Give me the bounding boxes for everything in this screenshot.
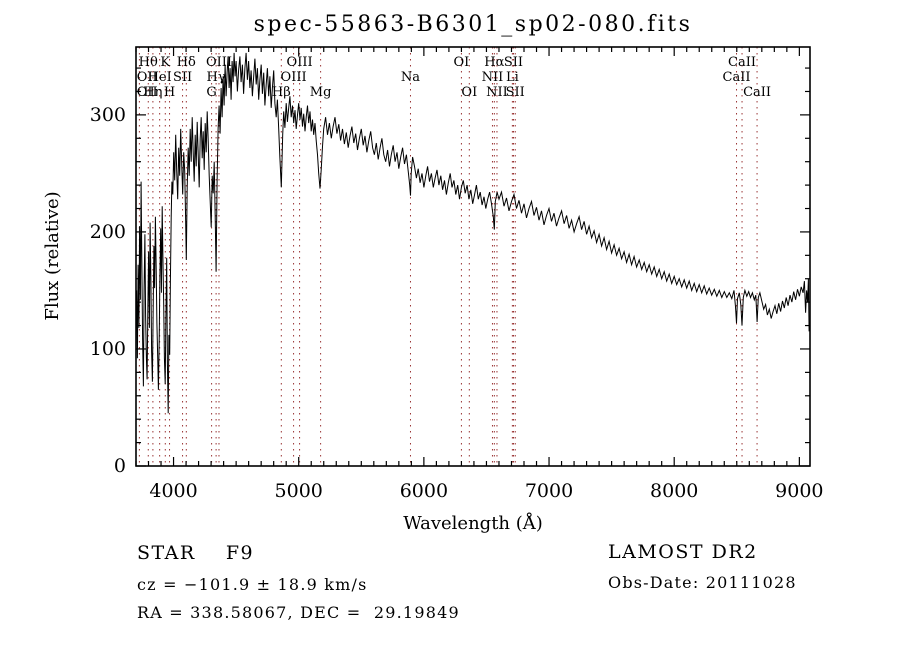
spectrum-path	[136, 52, 810, 414]
spectral-line-label: CaII	[723, 70, 751, 85]
spectral-line-label: OII	[137, 85, 158, 100]
spectral-line-label: Hη	[143, 85, 162, 100]
cz-text: cz = −101.9 ± 18.9 km/s	[137, 575, 368, 594]
plot-frame	[135, 46, 811, 467]
spectral-line-label: G	[206, 85, 216, 100]
spectral-line-label: HeI	[148, 70, 172, 85]
spectral-line-label: OI	[454, 55, 470, 70]
x-tick-label: 8000	[650, 480, 698, 502]
spectral-line-label: OIII	[287, 55, 313, 70]
survey-text: LAMOST DR2	[608, 541, 758, 563]
x-tick-label: 9000	[775, 480, 823, 502]
spectral-line-label: K	[160, 55, 170, 70]
ra-dec-text: RA = 338.58067, DEC = 29.19849	[137, 603, 460, 622]
spectral-line-label: Mg	[310, 85, 332, 100]
x-tick-label: 4000	[149, 480, 197, 502]
spectral-line-label: SII	[173, 70, 192, 85]
page-title: spec-55863-B6301_sp02-080.fits	[254, 12, 693, 37]
spectral-line-label: SII	[504, 55, 523, 70]
spectral-line-label: Hδ	[177, 55, 196, 70]
spectral-line-label: OIII	[206, 55, 232, 70]
spectral-line-label: NII	[486, 85, 508, 100]
x-tick-label: 5000	[275, 480, 323, 502]
plot-content: 4000 5000 6000 7000 8000 9000 0 100 200 300 Hθ K Hδ O…	[90, 46, 824, 502]
spectral-line-label: Hγ	[207, 70, 226, 85]
spectral-line-label: OI	[461, 85, 477, 100]
object-class-text: STAR F9	[137, 542, 255, 564]
spectral-line-label: Na	[401, 70, 420, 85]
spectral-line-label: NII	[482, 70, 504, 85]
y-tick-label: 0	[114, 455, 126, 477]
x-axis-title: Wavelength (Å)	[403, 512, 543, 534]
spectral-line-label: Li	[506, 70, 519, 85]
spectral-line-label: Hβ	[272, 85, 291, 100]
y-tick-label: 100	[90, 338, 126, 360]
spectral-line-label: CaII	[728, 55, 756, 70]
spectral-line-label: Hα	[484, 55, 504, 70]
spectral-line-label: OIII	[281, 70, 307, 85]
y-axis-title: Flux (relative)	[42, 191, 63, 320]
spectral-line-label: SII	[506, 85, 525, 100]
x-tick-label: 6000	[400, 480, 448, 502]
obs-date-text: Obs-Date: 20111028	[608, 573, 797, 592]
y-tick-label: 200	[90, 221, 126, 243]
spectral-line-label: CaII	[743, 85, 771, 100]
spectral-line-label: H	[164, 85, 175, 100]
y-tick-label: 300	[90, 104, 126, 126]
spectral-line-label: Hθ	[139, 55, 158, 70]
spectral-line-label: OII	[137, 70, 158, 85]
x-tick-label: 7000	[525, 480, 573, 502]
